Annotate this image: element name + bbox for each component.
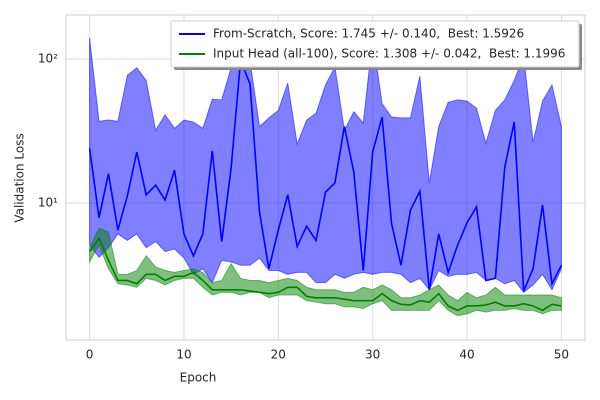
y-axis-title: Validation Loss bbox=[13, 133, 27, 222]
x-tick-label: 10 bbox=[176, 348, 191, 362]
x-axis-title: Epoch bbox=[180, 371, 217, 385]
legend-label: Input Head (all-100), Score: 1.308 +/- 0… bbox=[213, 47, 565, 61]
error-band bbox=[89, 37, 562, 294]
x-tick-label: 30 bbox=[365, 348, 380, 362]
line bbox=[88, 236, 562, 312]
y-tick-label: 10² bbox=[38, 51, 58, 65]
error-band bbox=[89, 227, 562, 317]
x-tick-label: 40 bbox=[459, 348, 474, 362]
y-tick-label: 10¹ bbox=[38, 196, 58, 210]
legend: From-Scratch, Score: 1.745 +/- 0.140, Be… bbox=[170, 20, 582, 70]
plot-frame bbox=[65, 14, 586, 341]
x-tick-label: 0 bbox=[86, 348, 94, 362]
line bbox=[88, 59, 563, 292]
x-tick-label: 50 bbox=[554, 348, 569, 362]
x-tick-label: 20 bbox=[271, 348, 286, 362]
legend-label: From-Scratch, Score: 1.745 +/- 0.140, Be… bbox=[213, 27, 524, 41]
legend-box bbox=[170, 20, 580, 68]
